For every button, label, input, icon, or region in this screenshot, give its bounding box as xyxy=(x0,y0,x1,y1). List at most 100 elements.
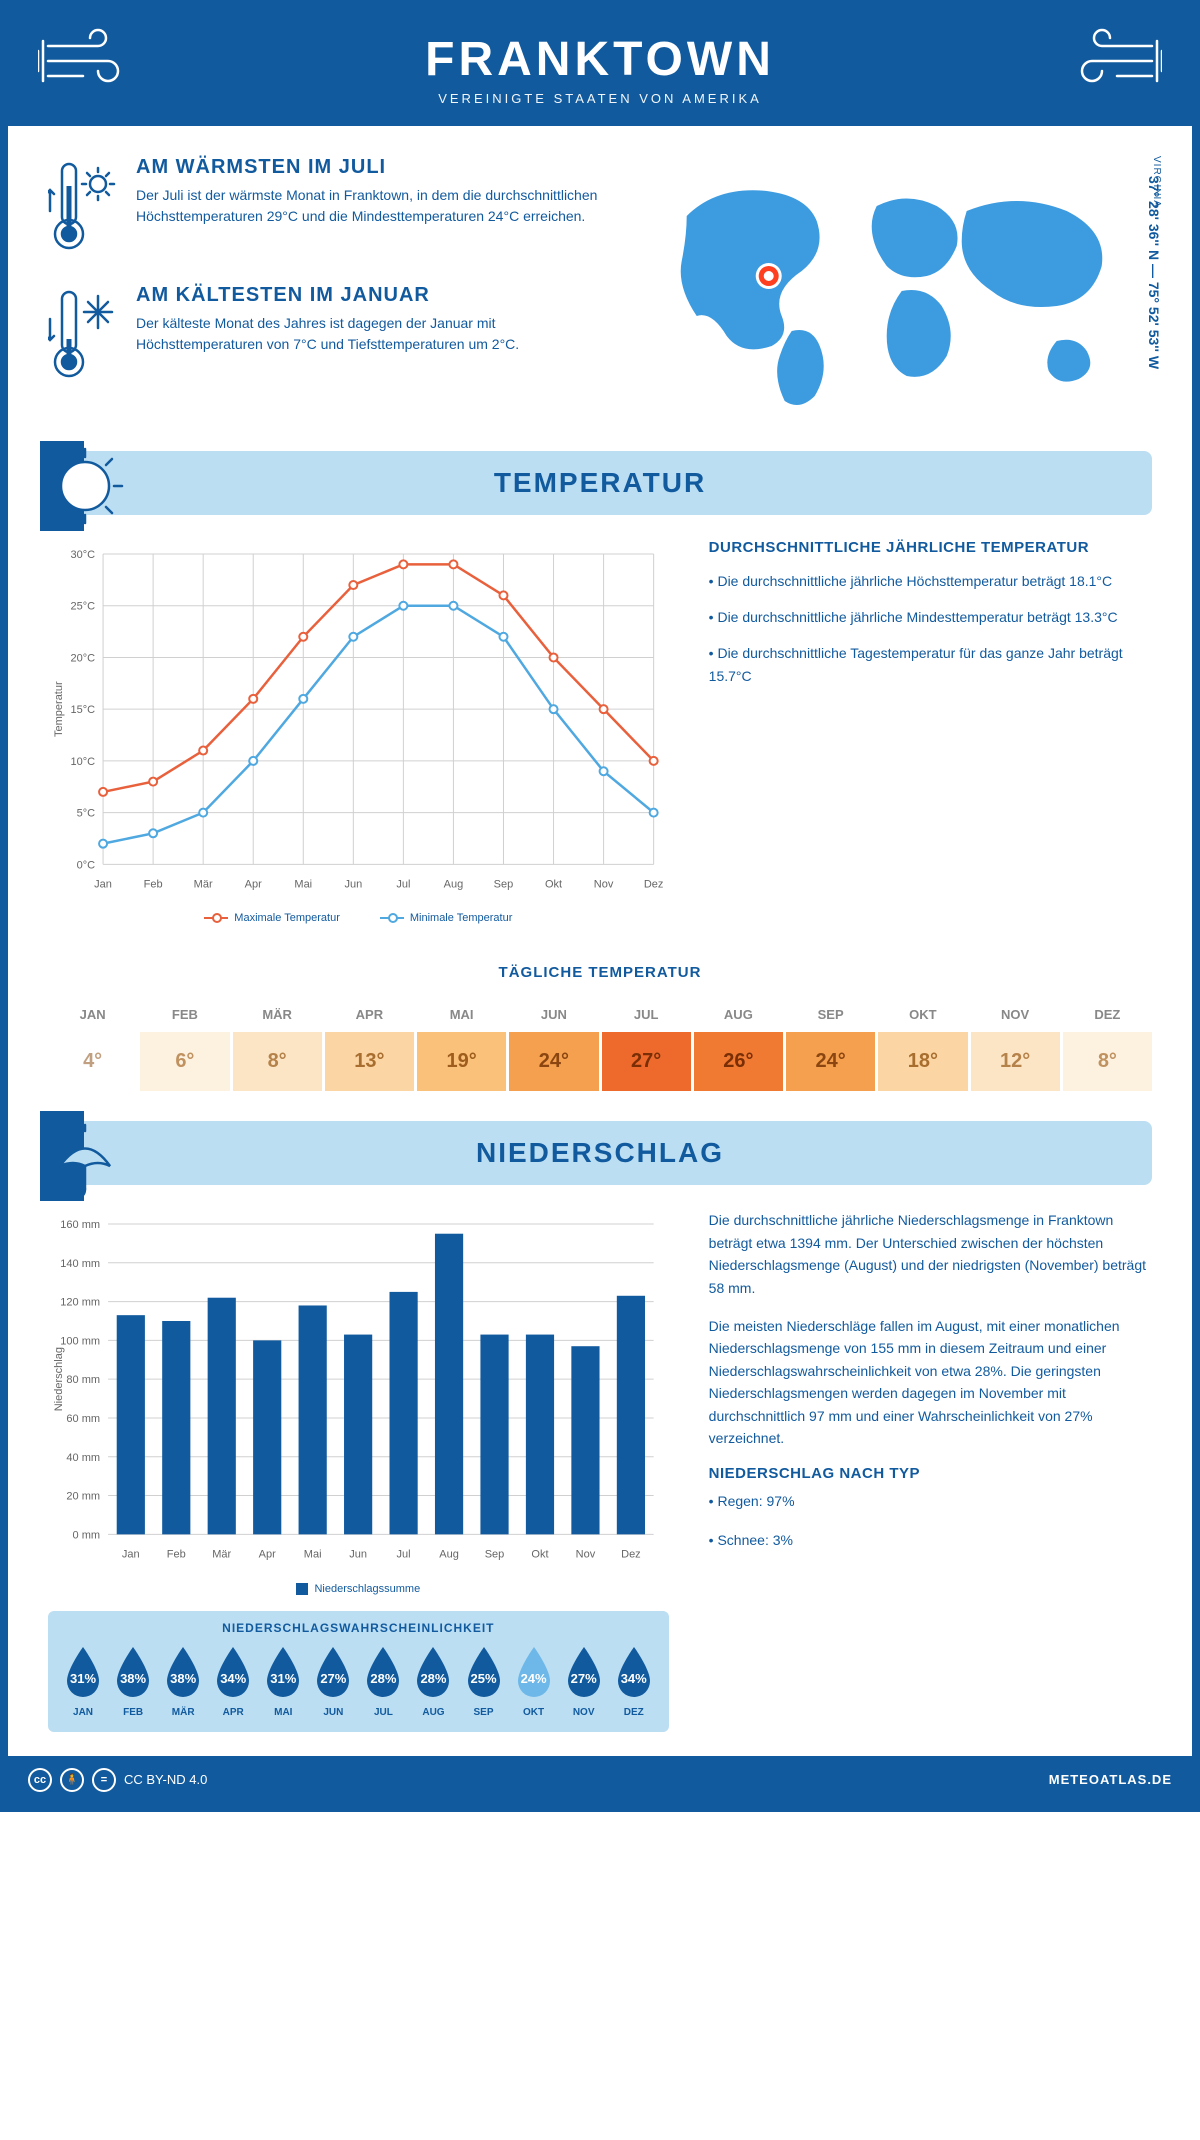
country-subtitle: VEREINIGTE STAATEN VON AMERIKA xyxy=(28,91,1172,106)
legend-min: Minimale Temperatur xyxy=(380,912,513,924)
intro-left: AM WÄRMSTEN IM JULI Der Juli ist der wär… xyxy=(48,156,611,421)
by-icon: 🧍 xyxy=(60,1768,84,1792)
daily-temp-month: MAI xyxy=(417,997,506,1032)
daily-temp-month: DEZ xyxy=(1063,997,1152,1032)
drop-icon: 34% xyxy=(611,1645,657,1701)
cc-icon: cc xyxy=(28,1768,52,1792)
daily-temp-value: 8° xyxy=(233,1032,322,1091)
svg-text:Apr: Apr xyxy=(259,1549,276,1561)
coldest-title: AM KÄLTESTEN IM JANUAR xyxy=(136,284,611,307)
daily-temp-cell: FEB 6° xyxy=(140,997,229,1091)
daily-temp-month: NOV xyxy=(971,997,1060,1032)
daily-temp-value: 18° xyxy=(878,1032,967,1091)
daily-temp-month: SEP xyxy=(786,997,875,1032)
intro-right: VIRGINIA 37° 28' 36'' N — 75° 52' 53'' W xyxy=(641,156,1152,421)
daily-temp-value: 4° xyxy=(48,1032,137,1091)
prob-item: 27% NOV xyxy=(561,1645,607,1718)
legend-precip: Niederschlagssumme xyxy=(296,1583,420,1595)
nd-icon: = xyxy=(92,1768,116,1792)
prob-value: 27% xyxy=(320,1671,346,1686)
daily-temp-cell: JAN 4° xyxy=(48,997,137,1091)
svg-text:20 mm: 20 mm xyxy=(66,1491,100,1503)
svg-text:15°C: 15°C xyxy=(70,704,95,716)
svg-text:Nov: Nov xyxy=(594,878,614,890)
prob-month: MÄR xyxy=(160,1707,206,1718)
svg-text:Jul: Jul xyxy=(396,878,410,890)
daily-temp-value: 13° xyxy=(325,1032,414,1091)
precipitation-left: 0 mm20 mm40 mm60 mm80 mm100 mm120 mm140 … xyxy=(48,1209,669,1731)
prob-item: 34% APR xyxy=(210,1645,256,1718)
coldest-block: AM KÄLTESTEN IM JANUAR Der kälteste Mona… xyxy=(48,284,611,384)
prob-item: 27% JUN xyxy=(310,1645,356,1718)
precipitation-header: NIEDERSCHLAG xyxy=(48,1121,1152,1185)
prob-month: FEB xyxy=(110,1707,156,1718)
prob-value: 31% xyxy=(270,1671,296,1686)
intro-section: AM WÄRMSTEN IM JULI Der Juli ist der wär… xyxy=(8,126,1192,441)
temp-summary-heading: DURCHSCHNITTLICHE JÄHRLICHE TEMPERATUR xyxy=(709,539,1152,556)
daily-temp-value: 24° xyxy=(786,1032,875,1091)
daily-temp-value: 19° xyxy=(417,1032,506,1091)
drop-icon: 24% xyxy=(511,1645,557,1701)
coldest-text: AM KÄLTESTEN IM JANUAR Der kälteste Mona… xyxy=(136,284,611,384)
svg-text:25°C: 25°C xyxy=(70,601,95,613)
prob-item: 24% OKT xyxy=(511,1645,557,1718)
prob-item: 38% MÄR xyxy=(160,1645,206,1718)
daily-temp-month: JUN xyxy=(509,997,598,1032)
svg-text:Jan: Jan xyxy=(94,878,112,890)
prob-month: AUG xyxy=(410,1707,456,1718)
precip-type-bullet: • Schnee: 3% xyxy=(709,1529,1152,1551)
drop-icon: 28% xyxy=(360,1645,406,1701)
precipitation-title: NIEDERSCHLAG xyxy=(476,1137,724,1168)
prob-month: APR xyxy=(210,1707,256,1718)
svg-text:100 mm: 100 mm xyxy=(60,1336,100,1348)
prob-value: 27% xyxy=(571,1671,597,1686)
daily-temp-cell: DEZ 8° xyxy=(1063,997,1152,1091)
svg-text:Mai: Mai xyxy=(294,878,312,890)
prob-item: 31% MAI xyxy=(260,1645,306,1718)
temperature-chart: 0°C5°C10°C15°C20°C25°C30°CJanFebMärAprMa… xyxy=(48,539,669,924)
prob-month: DEZ xyxy=(611,1707,657,1718)
prob-value: 34% xyxy=(621,1671,647,1686)
svg-text:Mär: Mär xyxy=(194,878,213,890)
prob-month: SEP xyxy=(461,1707,507,1718)
precip-type-heading: NIEDERSCHLAG NACH TYP xyxy=(709,1465,1152,1482)
drop-icon: 38% xyxy=(160,1645,206,1701)
warmest-title: AM WÄRMSTEN IM JULI xyxy=(136,156,611,179)
prob-month: NOV xyxy=(561,1707,607,1718)
precip-legend: Niederschlagssumme xyxy=(48,1583,669,1595)
precip-para: Die durchschnittliche jährliche Niedersc… xyxy=(709,1209,1152,1299)
world-map-icon xyxy=(641,156,1152,416)
warmest-block: AM WÄRMSTEN IM JULI Der Juli ist der wär… xyxy=(48,156,611,256)
svg-text:5°C: 5°C xyxy=(77,808,96,820)
precipitation-probability: NIEDERSCHLAGSWAHRSCHEINLICHKEIT 31% JAN … xyxy=(48,1611,669,1732)
temperature-title: TEMPERATUR xyxy=(494,467,706,498)
temperature-body: 0°C5°C10°C15°C20°C25°C30°CJanFebMärAprMa… xyxy=(8,539,1192,944)
daily-temp-value: 6° xyxy=(140,1032,229,1091)
prob-title: NIEDERSCHLAGSWAHRSCHEINLICHKEIT xyxy=(60,1621,657,1635)
daily-temp-value: 26° xyxy=(694,1032,783,1091)
svg-text:Sep: Sep xyxy=(485,1549,505,1561)
daily-temp-title: TÄGLICHE TEMPERATUR xyxy=(8,964,1192,981)
svg-text:Dez: Dez xyxy=(644,878,664,890)
drop-icon: 38% xyxy=(110,1645,156,1701)
drop-icon: 25% xyxy=(461,1645,507,1701)
daily-temp-month: JAN xyxy=(48,997,137,1032)
svg-text:60 mm: 60 mm xyxy=(66,1413,100,1425)
site-credit: METEOATLAS.DE xyxy=(1049,1772,1172,1787)
svg-text:0°C: 0°C xyxy=(77,859,96,871)
prob-value: 38% xyxy=(170,1671,196,1686)
drop-icon: 27% xyxy=(561,1645,607,1701)
svg-text:Jun: Jun xyxy=(344,878,362,890)
temp-legend: Maximale Temperatur Minimale Temperatur xyxy=(48,912,669,924)
prob-item: 31% JAN xyxy=(60,1645,106,1718)
daily-temp-month: MÄR xyxy=(233,997,322,1032)
prob-item: 28% JUL xyxy=(360,1645,406,1718)
prob-value: 31% xyxy=(70,1671,96,1686)
wind-icon xyxy=(38,26,138,96)
svg-text:Nov: Nov xyxy=(576,1549,596,1561)
svg-text:120 mm: 120 mm xyxy=(60,1297,100,1309)
daily-temp-value: 27° xyxy=(602,1032,691,1091)
temp-bullet: • Die durchschnittliche Tagestemperatur … xyxy=(709,642,1152,690)
prob-value: 25% xyxy=(471,1671,497,1686)
license-text: CC BY-ND 4.0 xyxy=(124,1772,207,1787)
